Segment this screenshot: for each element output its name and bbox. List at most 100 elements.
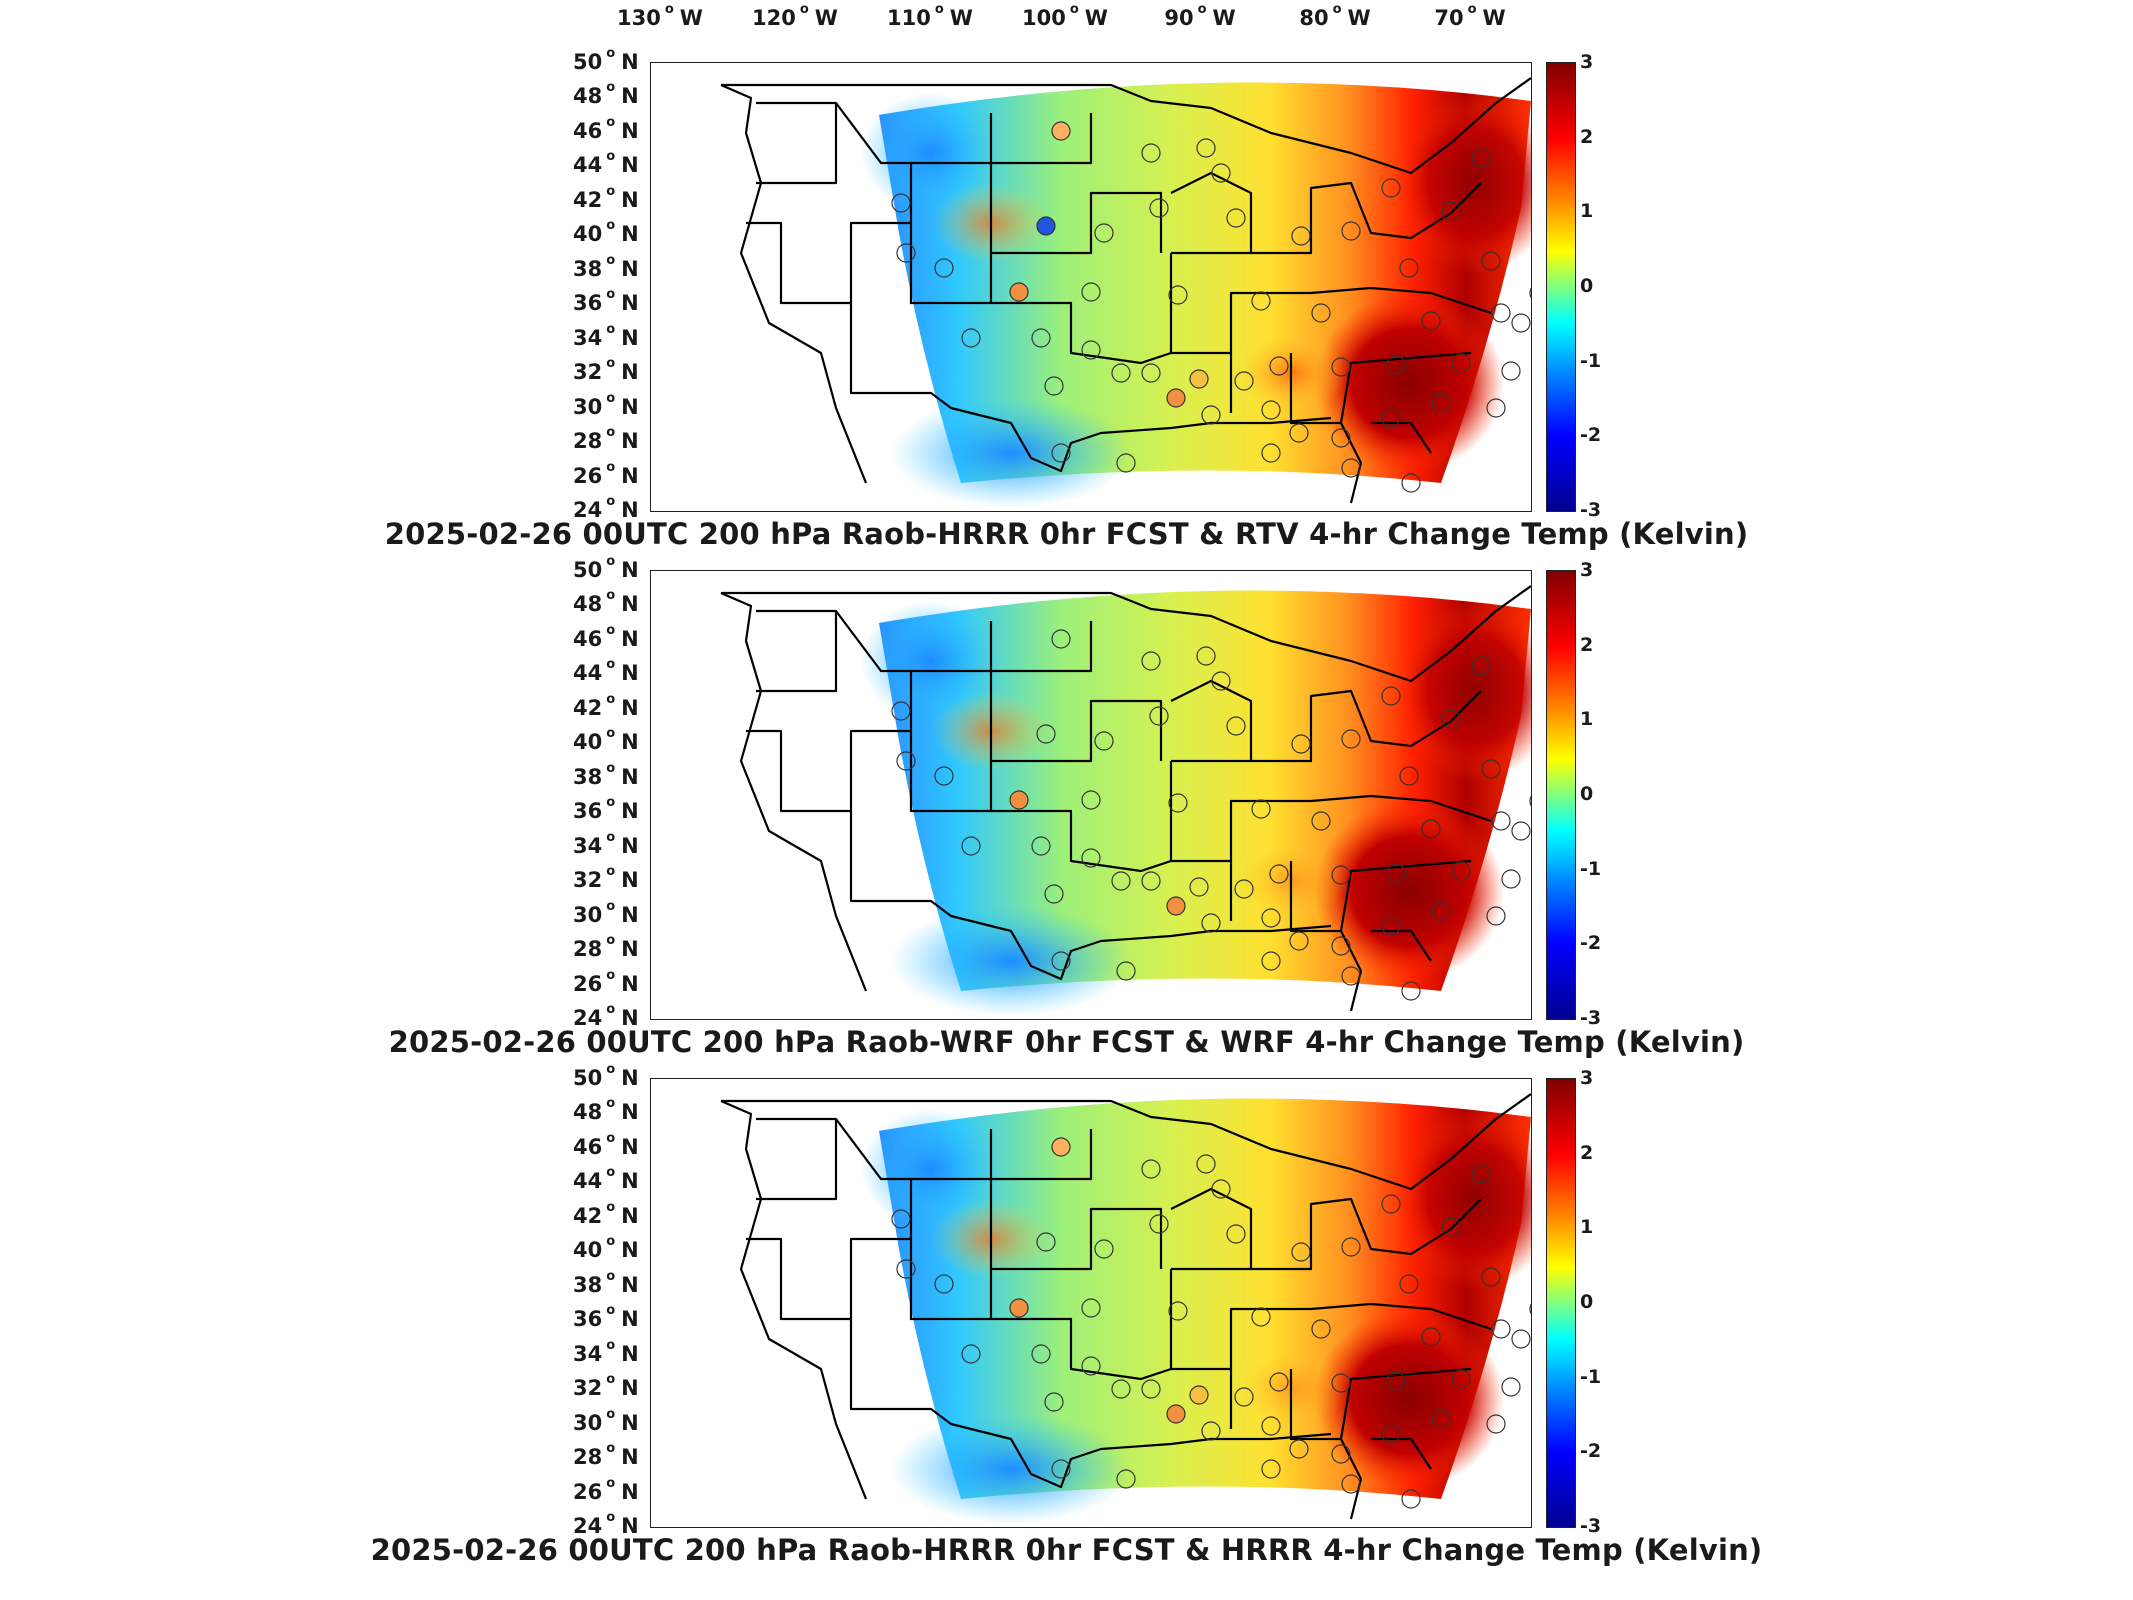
raob-station-marker bbox=[1381, 178, 1401, 198]
colorbar-tick-label: 0 bbox=[1580, 1291, 1594, 1313]
lat-label: 40 o N bbox=[573, 1234, 639, 1262]
raob-station-marker bbox=[1386, 1371, 1406, 1391]
raob-station-marker bbox=[1051, 1459, 1071, 1479]
raob-station-marker bbox=[1481, 759, 1501, 779]
raob-station-marker bbox=[1399, 1274, 1419, 1294]
raob-station-marker bbox=[1491, 1319, 1511, 1339]
raob-station-marker bbox=[1381, 1194, 1401, 1214]
lat-label: 42 o N bbox=[573, 1200, 639, 1228]
lat-label: 34 o N bbox=[573, 322, 639, 350]
map-frame bbox=[650, 1078, 1532, 1528]
raob-station-marker bbox=[1234, 879, 1254, 899]
raob-station-marker bbox=[1094, 223, 1114, 243]
lat-label: 50 o N bbox=[573, 554, 639, 582]
lon-label: 120 o W bbox=[752, 2, 838, 30]
raob-station-marker bbox=[1471, 656, 1491, 676]
raob-station-marker bbox=[1251, 1307, 1271, 1327]
colorbar-tick-label: -1 bbox=[1580, 350, 1602, 372]
map-canvas bbox=[720, 77, 1531, 508]
raob-station-marker bbox=[1451, 353, 1471, 373]
raob-station-marker bbox=[1166, 896, 1186, 916]
lat-label: 38 o N bbox=[573, 253, 639, 281]
panel-title: 2025-02-26 00UTC 200 hPa Raob-WRF 0hr FC… bbox=[388, 1025, 1745, 1059]
raob-station-marker bbox=[1189, 877, 1209, 897]
raob-station-marker bbox=[1269, 356, 1289, 376]
raob-station-marker bbox=[1141, 143, 1161, 163]
lat-label: 46 o N bbox=[573, 623, 639, 651]
lat-label: 36 o N bbox=[573, 1303, 639, 1331]
raob-station-marker bbox=[1486, 398, 1506, 418]
raob-station-marker bbox=[1094, 1239, 1114, 1259]
raob-station-marker bbox=[1234, 371, 1254, 391]
raob-station-marker bbox=[1511, 1329, 1531, 1349]
raob-station-marker bbox=[1311, 1319, 1331, 1339]
colorbar-tick-label: -2 bbox=[1580, 424, 1602, 446]
raob-station-marker bbox=[1341, 1237, 1361, 1257]
lat-label: 32 o N bbox=[573, 864, 639, 892]
lat-label: 36 o N bbox=[573, 287, 639, 315]
lat-label: 48 o N bbox=[573, 1096, 639, 1124]
raob-station-marker bbox=[934, 258, 954, 278]
colorbar-tick-label: 1 bbox=[1580, 200, 1594, 222]
lat-label: 30 o N bbox=[573, 1407, 639, 1435]
raob-station-marker bbox=[1421, 1327, 1441, 1347]
lat-label: 42 o N bbox=[573, 184, 639, 212]
raob-station-marker bbox=[1511, 821, 1531, 841]
raob-station-marker bbox=[1201, 405, 1221, 425]
raob-station-marker bbox=[1491, 303, 1511, 323]
raob-station-marker bbox=[1386, 355, 1406, 375]
lat-label: 26 o N bbox=[573, 968, 639, 996]
colorbar-tick-label: 3 bbox=[1580, 1067, 1594, 1089]
lat-label: 28 o N bbox=[573, 933, 639, 961]
raob-station-marker bbox=[1431, 901, 1451, 921]
raob-station-marker bbox=[1081, 848, 1101, 868]
raob-station-marker bbox=[1401, 473, 1421, 493]
raob-station-marker bbox=[1051, 629, 1071, 649]
raob-station-marker bbox=[1189, 369, 1209, 389]
lon-label: 100 o W bbox=[1022, 2, 1108, 30]
raob-station-marker bbox=[1441, 709, 1461, 729]
lat-label: 24 o N bbox=[573, 494, 639, 522]
raob-station-marker bbox=[934, 1274, 954, 1294]
lat-label: 38 o N bbox=[573, 1269, 639, 1297]
raob-station-marker bbox=[1111, 1379, 1131, 1399]
colorbar bbox=[1546, 62, 1576, 512]
lat-label: 40 o N bbox=[573, 218, 639, 246]
raob-station-marker bbox=[1226, 716, 1246, 736]
raob-station-marker bbox=[1381, 916, 1401, 936]
raob-station-marker bbox=[1166, 1404, 1186, 1424]
raob-station-marker bbox=[1261, 1459, 1281, 1479]
raob-station-marker bbox=[1141, 1159, 1161, 1179]
raob-station-marker bbox=[1401, 1489, 1421, 1509]
raob-station-marker bbox=[1341, 729, 1361, 749]
lat-label: 42 o N bbox=[573, 692, 639, 720]
raob-station-marker bbox=[1441, 1217, 1461, 1237]
lon-label: 70 o W bbox=[1434, 2, 1506, 30]
raob-station-marker bbox=[1094, 731, 1114, 751]
lat-label: 26 o N bbox=[573, 1476, 639, 1504]
raob-station-marker bbox=[1331, 936, 1351, 956]
lat-label: 50 o N bbox=[573, 1062, 639, 1090]
lat-label: 34 o N bbox=[573, 830, 639, 858]
colorbar-tick-label: -3 bbox=[1580, 1515, 1602, 1537]
raob-station-marker bbox=[1168, 1301, 1188, 1321]
raob-station-marker bbox=[1051, 1137, 1071, 1157]
raob-station-marker bbox=[891, 701, 911, 721]
raob-station-marker bbox=[1261, 1416, 1281, 1436]
lat-label: 40 o N bbox=[573, 726, 639, 754]
raob-station-marker bbox=[1399, 766, 1419, 786]
state-boundaries bbox=[720, 585, 1531, 1012]
raob-station-marker bbox=[961, 1344, 981, 1364]
raob-station-marker bbox=[1481, 251, 1501, 271]
raob-station-marker bbox=[1501, 1377, 1521, 1397]
raob-station-marker bbox=[1431, 393, 1451, 413]
raob-station-marker bbox=[1431, 1409, 1451, 1429]
raob-station-marker bbox=[1141, 651, 1161, 671]
colorbar-tick-label: -1 bbox=[1580, 858, 1602, 880]
raob-station-marker bbox=[1421, 311, 1441, 331]
raob-station-marker bbox=[1289, 931, 1309, 951]
raob-station-marker bbox=[1486, 906, 1506, 926]
raob-station-marker bbox=[1141, 871, 1161, 891]
raob-station-marker bbox=[1341, 966, 1361, 986]
lon-label: 130 o W bbox=[617, 2, 703, 30]
